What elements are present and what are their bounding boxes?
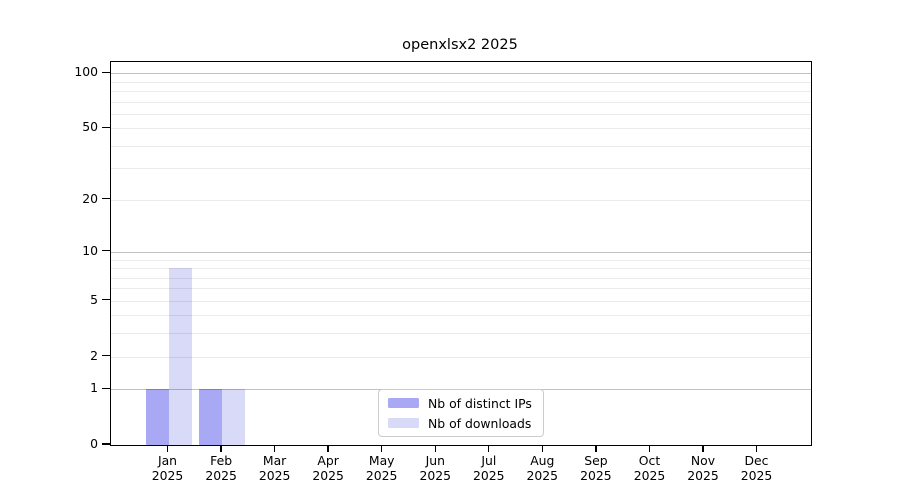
x-tick-label-jun: Jun 2025 xyxy=(419,453,452,483)
y-tick-20 xyxy=(102,198,110,200)
gridline-y-3 xyxy=(111,333,811,335)
x-tick-label-nov: Nov 2025 xyxy=(687,453,719,483)
x-tick-jul xyxy=(488,445,490,453)
y-tick-10 xyxy=(102,250,110,252)
y-tick-5 xyxy=(102,298,110,301)
x-tick-apr xyxy=(327,445,329,453)
x-tick-aug xyxy=(541,445,543,453)
legend-box: Nb of distinct IPs Nb of downloads xyxy=(378,389,544,437)
gridline-y-8 xyxy=(111,268,811,269)
legend-label-downloads: Nb of downloads xyxy=(428,415,532,431)
legend-item-downloads: Nb of downloads xyxy=(388,415,534,432)
y-tick-label-2: 2 xyxy=(90,347,98,363)
bar-jan-distinct-ips xyxy=(145,389,169,445)
y-tick-label-20: 20 xyxy=(82,190,98,206)
y-tick-label-5: 5 xyxy=(90,291,98,307)
legend-swatch-distinct-ips xyxy=(388,398,419,408)
x-tick-label-apr: Apr 2025 xyxy=(312,453,344,483)
bar-jan-downloads xyxy=(168,268,192,445)
x-tick-jan xyxy=(166,445,169,453)
x-tick-label-aug: Aug 2025 xyxy=(526,453,559,483)
x-tick-label-feb: Feb 2025 xyxy=(205,453,237,483)
gridline-y-40 xyxy=(111,145,811,147)
y-tick-label-1: 1 xyxy=(90,380,98,396)
x-tick-nov xyxy=(702,445,704,453)
gridline-y-2 xyxy=(111,356,811,358)
gridline-y-100 xyxy=(111,73,811,75)
y-tick-100 xyxy=(102,71,110,73)
gridline-y-20 xyxy=(111,199,811,201)
gridline-y-5 xyxy=(111,300,811,302)
x-tick-label-mar: Mar 2025 xyxy=(258,453,291,483)
y-tick-2 xyxy=(102,354,110,357)
chart-title: openxlsx2 2025 xyxy=(402,37,518,53)
gridline-y-4 xyxy=(111,315,811,317)
x-tick-label-sep: Sep 2025 xyxy=(580,453,612,483)
gridline-y-6 xyxy=(111,288,811,290)
gridline-y-10 xyxy=(111,251,811,253)
x-tick-label-jul: Jul 2025 xyxy=(473,453,505,483)
y-tick-label-100: 100 xyxy=(74,64,98,80)
x-tick-dec xyxy=(755,445,758,453)
y-tick-50 xyxy=(102,126,110,128)
gridline-y-80 xyxy=(111,90,811,92)
gridline-y-9 xyxy=(111,259,811,261)
gridline-y-30 xyxy=(111,168,811,170)
legend-label-distinct-ips: Nb of distinct IPs xyxy=(428,395,532,411)
x-tick-label-oct: Oct 2025 xyxy=(633,453,666,483)
y-tick-label-10: 10 xyxy=(82,242,98,258)
gridline-y-70 xyxy=(111,101,811,103)
plot-area xyxy=(110,61,812,446)
x-tick-mar xyxy=(273,445,276,453)
y-tick-0 xyxy=(102,443,110,445)
x-tick-sep xyxy=(595,445,597,453)
x-tick-feb xyxy=(220,445,222,453)
y-tick-1 xyxy=(102,387,110,389)
x-tick-jun xyxy=(434,445,436,453)
bar-feb-downloads xyxy=(222,389,246,445)
gridline-y-90 xyxy=(111,81,811,83)
x-tick-label-jan: Jan 2025 xyxy=(151,453,184,483)
legend-swatch-downloads xyxy=(388,418,419,428)
x-tick-may xyxy=(381,445,383,453)
gridline-y-60 xyxy=(111,113,811,115)
y-tick-label-0: 0 xyxy=(90,436,98,451)
x-tick-label-dec: Dec 2025 xyxy=(740,453,773,483)
x-tick-label-may: May 2025 xyxy=(365,453,398,483)
x-tick-oct xyxy=(648,445,651,453)
legend-item-distinct-ips: Nb of distinct IPs xyxy=(388,395,534,412)
gridline-y-50 xyxy=(111,128,811,130)
gridline-y-7 xyxy=(111,277,811,279)
y-tick-label-50: 50 xyxy=(82,119,98,135)
bar-feb-distinct-ips xyxy=(199,389,223,445)
